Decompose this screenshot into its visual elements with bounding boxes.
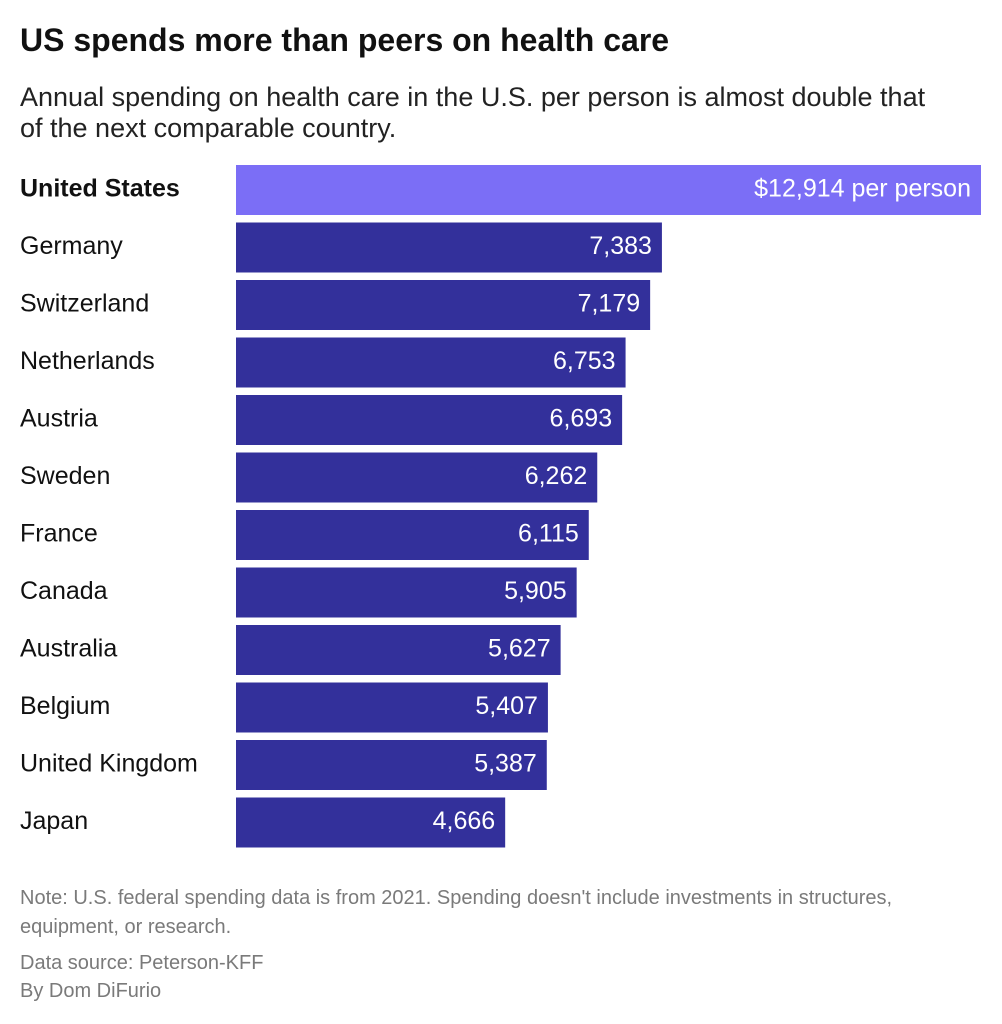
bar — [236, 625, 561, 675]
value-label: 7,383 — [589, 232, 652, 260]
bar — [236, 337, 626, 388]
bar — [236, 452, 598, 503]
bar — [236, 510, 589, 560]
category-label: Switzerland — [20, 290, 149, 318]
category-label: France — [20, 520, 98, 548]
category-label: Germany — [20, 232, 123, 260]
value-label: 4,666 — [433, 807, 496, 835]
chart-subtitle: Annual spending on health care in the U.… — [20, 82, 926, 143]
value-label: 5,905 — [504, 577, 567, 605]
category-label: United Kingdom — [20, 750, 198, 778]
category-label: Canada — [20, 577, 108, 605]
category-label: Netherlands — [20, 347, 155, 375]
bar — [236, 682, 548, 733]
category-label: United States — [20, 175, 180, 203]
bar — [236, 395, 623, 445]
category-label: Austria — [20, 405, 98, 433]
bar — [236, 740, 547, 790]
value-label: 6,753 — [553, 347, 616, 375]
category-label: Belgium — [20, 692, 110, 720]
bar — [236, 165, 981, 215]
note: Note: U.S. federal spending data is from… — [20, 887, 893, 938]
value-label: 6,115 — [518, 520, 579, 548]
value-label: 6,693 — [550, 405, 613, 433]
bar — [236, 797, 506, 848]
category-label: Sweden — [20, 462, 110, 490]
bar — [236, 567, 577, 618]
value-label: 7,179 — [578, 290, 641, 318]
bar — [236, 222, 662, 273]
category-label: Australia — [20, 635, 117, 663]
bar — [236, 280, 651, 330]
value-label: 6,262 — [525, 462, 588, 490]
value-label: 5,407 — [475, 692, 538, 720]
chart-title: US spends more than peers on health care — [20, 22, 670, 58]
byline: By Dom DiFurio — [20, 980, 162, 1002]
value-label: $12,914 per person — [754, 175, 971, 203]
value-label: 5,387 — [474, 750, 537, 778]
value-label: 5,627 — [488, 635, 551, 663]
category-label: Japan — [20, 807, 88, 835]
source: Data source: Peterson-KFF — [20, 952, 264, 974]
